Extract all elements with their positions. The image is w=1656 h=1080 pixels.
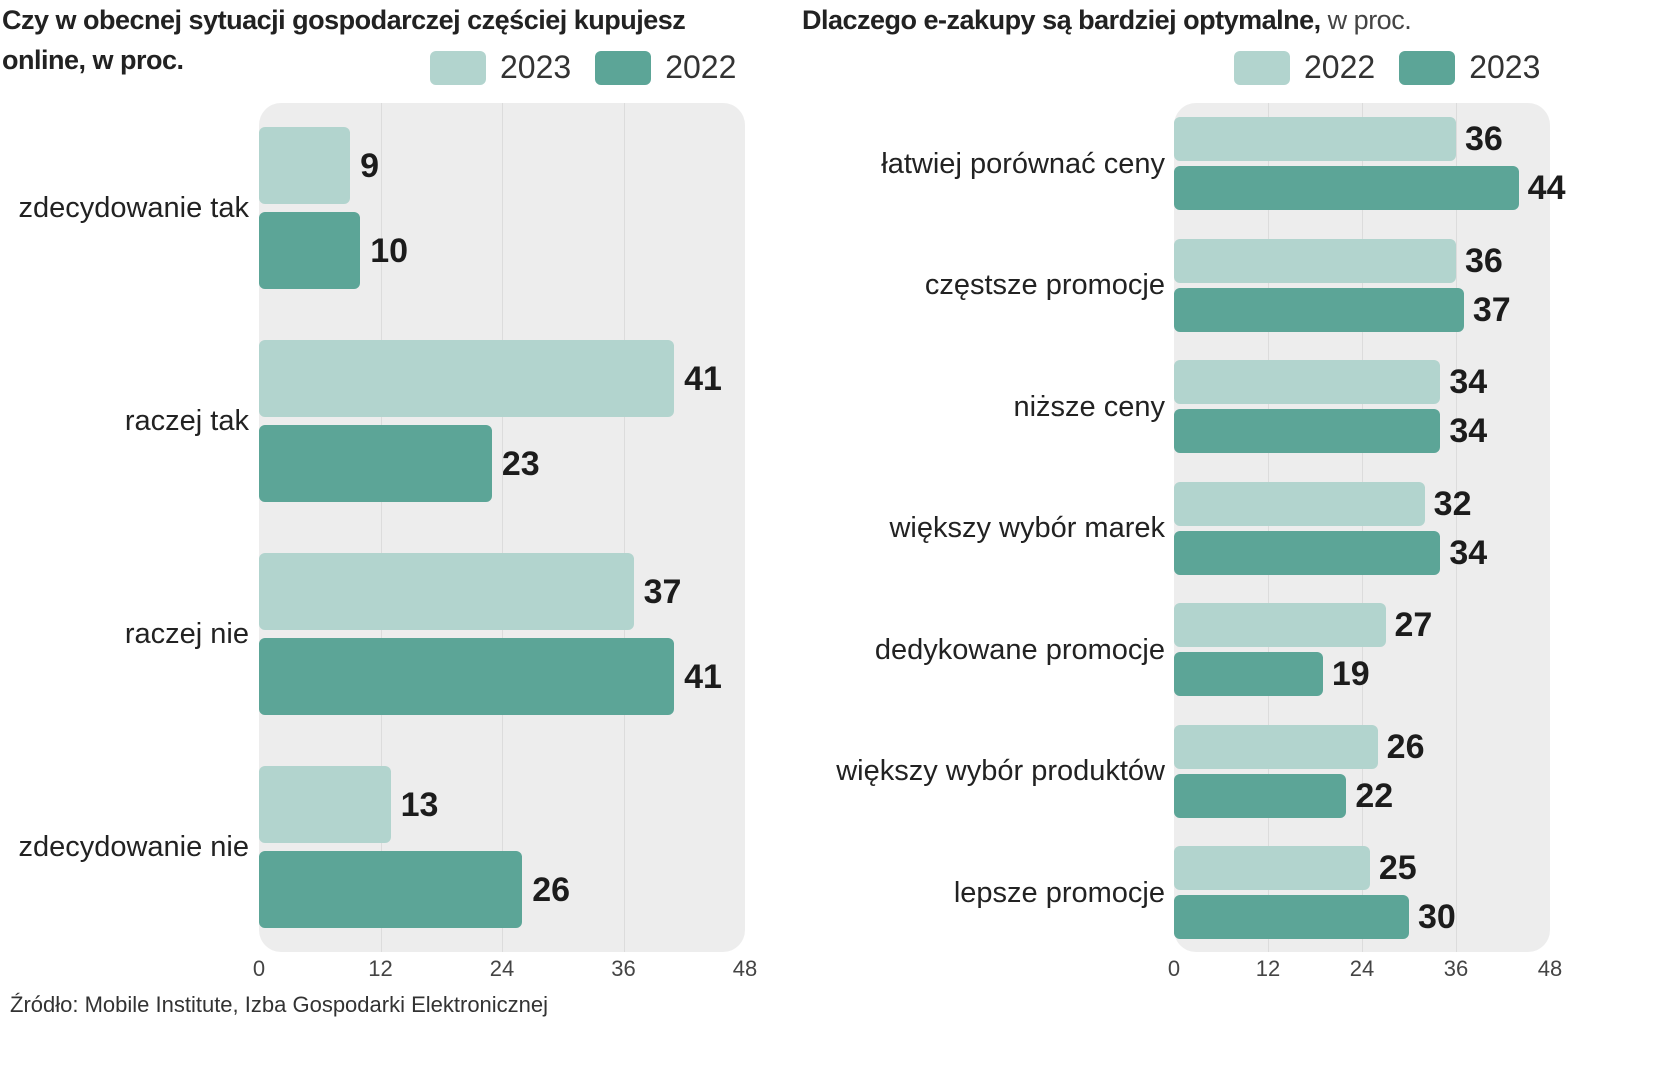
category-label: łatwiej porównać ceny [881,147,1165,180]
gridline [1268,103,1269,952]
data-label: 36 [1465,120,1503,158]
bar-2022 [1174,238,1456,283]
bar-2022 [259,638,675,715]
chart-title-line-2: online, w proc. [2,45,184,75]
chart-title: Czy w obecnej sytuacji gospodarczej częś… [2,0,762,80]
bar-2023 [1174,530,1441,575]
bar-2022 [1174,117,1456,161]
bar-2022 [259,425,492,502]
bar-2022 [1174,724,1378,769]
legend-label: 2023 [1469,49,1541,85]
legend-item-2023: 2023 [1399,49,1540,86]
bar-2023 [1174,895,1409,939]
data-label: 44 [1527,169,1566,207]
x-tick-label: 12 [1255,956,1281,981]
chart-title: Dlaczego e-zakupy są bardziej optymalne,… [802,0,1656,40]
gridline [380,103,382,952]
x-tick-label: 48 [732,956,758,981]
category-label: raczej nie [124,618,249,650]
legend: 2022 2023 [1234,49,1540,86]
source-note: Źródło: Mobile Institute, Izba Gospodark… [10,992,549,1017]
category-label: niższe ceny [1013,390,1165,423]
data-label: 41 [684,359,722,398]
bar-2023 [259,127,351,204]
bar-2023 [259,553,634,630]
legend-item-2023: 2023 [430,49,571,86]
data-label: 26 [532,870,571,909]
data-label: 27 [1394,606,1433,644]
gridline [1362,103,1363,952]
legend-swatch-dark [595,50,652,85]
category-label: większy wybór produktów [836,755,1165,787]
legend-swatch-light [1234,50,1290,85]
x-tick-label: 36 [1443,956,1469,981]
bar-2023 [259,766,391,843]
legend-label: 2022 [1304,49,1376,85]
data-label: 19 [1331,655,1370,693]
data-label: 22 [1355,776,1394,815]
x-tick-label: 0 [252,956,266,981]
x-tick-label: 24 [1349,956,1375,981]
bar-2022 [1174,846,1370,890]
category-label: zdecydowanie tak [18,192,249,224]
bar-2022 [1174,360,1441,404]
bar-2023 [1174,773,1347,818]
x-tick-label: 0 [1167,956,1181,981]
data-label: 10 [370,231,409,270]
chart-title-line-1: Czy w obecnej sytuacji gospodarczej częś… [2,5,686,35]
category-label: raczej tak [124,405,249,437]
bar-2023 [1174,287,1464,332]
legend-label: 2023 [500,49,572,85]
legend-label: 2022 [665,49,737,85]
data-label: 26 [1386,727,1425,766]
data-label: 30 [1418,898,1456,936]
x-tick-label: 12 [368,956,393,981]
data-label: 34 [1449,363,1488,401]
data-label: 34 [1449,533,1488,572]
data-label: 41 [684,657,722,696]
bar-2022 [1174,481,1425,526]
bar-2023 [1174,166,1519,210]
data-label: 25 [1378,849,1417,887]
gridline [502,103,503,952]
bar-2023 [1174,409,1441,453]
x-tick-label: 24 [489,956,515,981]
legend-swatch-dark [1399,50,1456,85]
legend-item-2022: 2022 [595,49,736,86]
bar-2022 [1174,603,1386,647]
data-label: 37 [1472,290,1511,329]
data-label: 32 [1433,484,1472,523]
bar-2022 [259,851,523,928]
data-label: 34 [1449,412,1488,450]
gridline [623,103,625,952]
data-label: 13 [400,785,439,824]
x-tick-label: 48 [1537,956,1563,981]
category-label: większy wybór marek [889,512,1165,544]
data-label: 23 [501,444,540,483]
data-label: 36 [1465,241,1503,280]
bar-2023 [259,340,675,417]
category-label: dedykowane promocje [874,633,1165,666]
legend: 2023 2022 [430,49,736,86]
x-tick-label: 36 [611,956,636,981]
category-label: zdecydowanie nie [18,831,249,863]
legend-swatch-light [430,50,486,85]
data-label: 9 [360,146,380,185]
bar-2022 [259,212,361,289]
bar-2023 [1174,652,1323,696]
chart-title-main: Dlaczego e-zakupy są bardziej optymalne, [802,5,1321,35]
legend-item-2022: 2022 [1234,49,1375,86]
gridline [1456,103,1457,952]
data-label: 37 [643,572,682,611]
chart-title-suffix: w proc. [1320,5,1412,35]
category-label: lepsze promocje [953,876,1165,909]
category-label: częstsze promocje [924,269,1165,301]
